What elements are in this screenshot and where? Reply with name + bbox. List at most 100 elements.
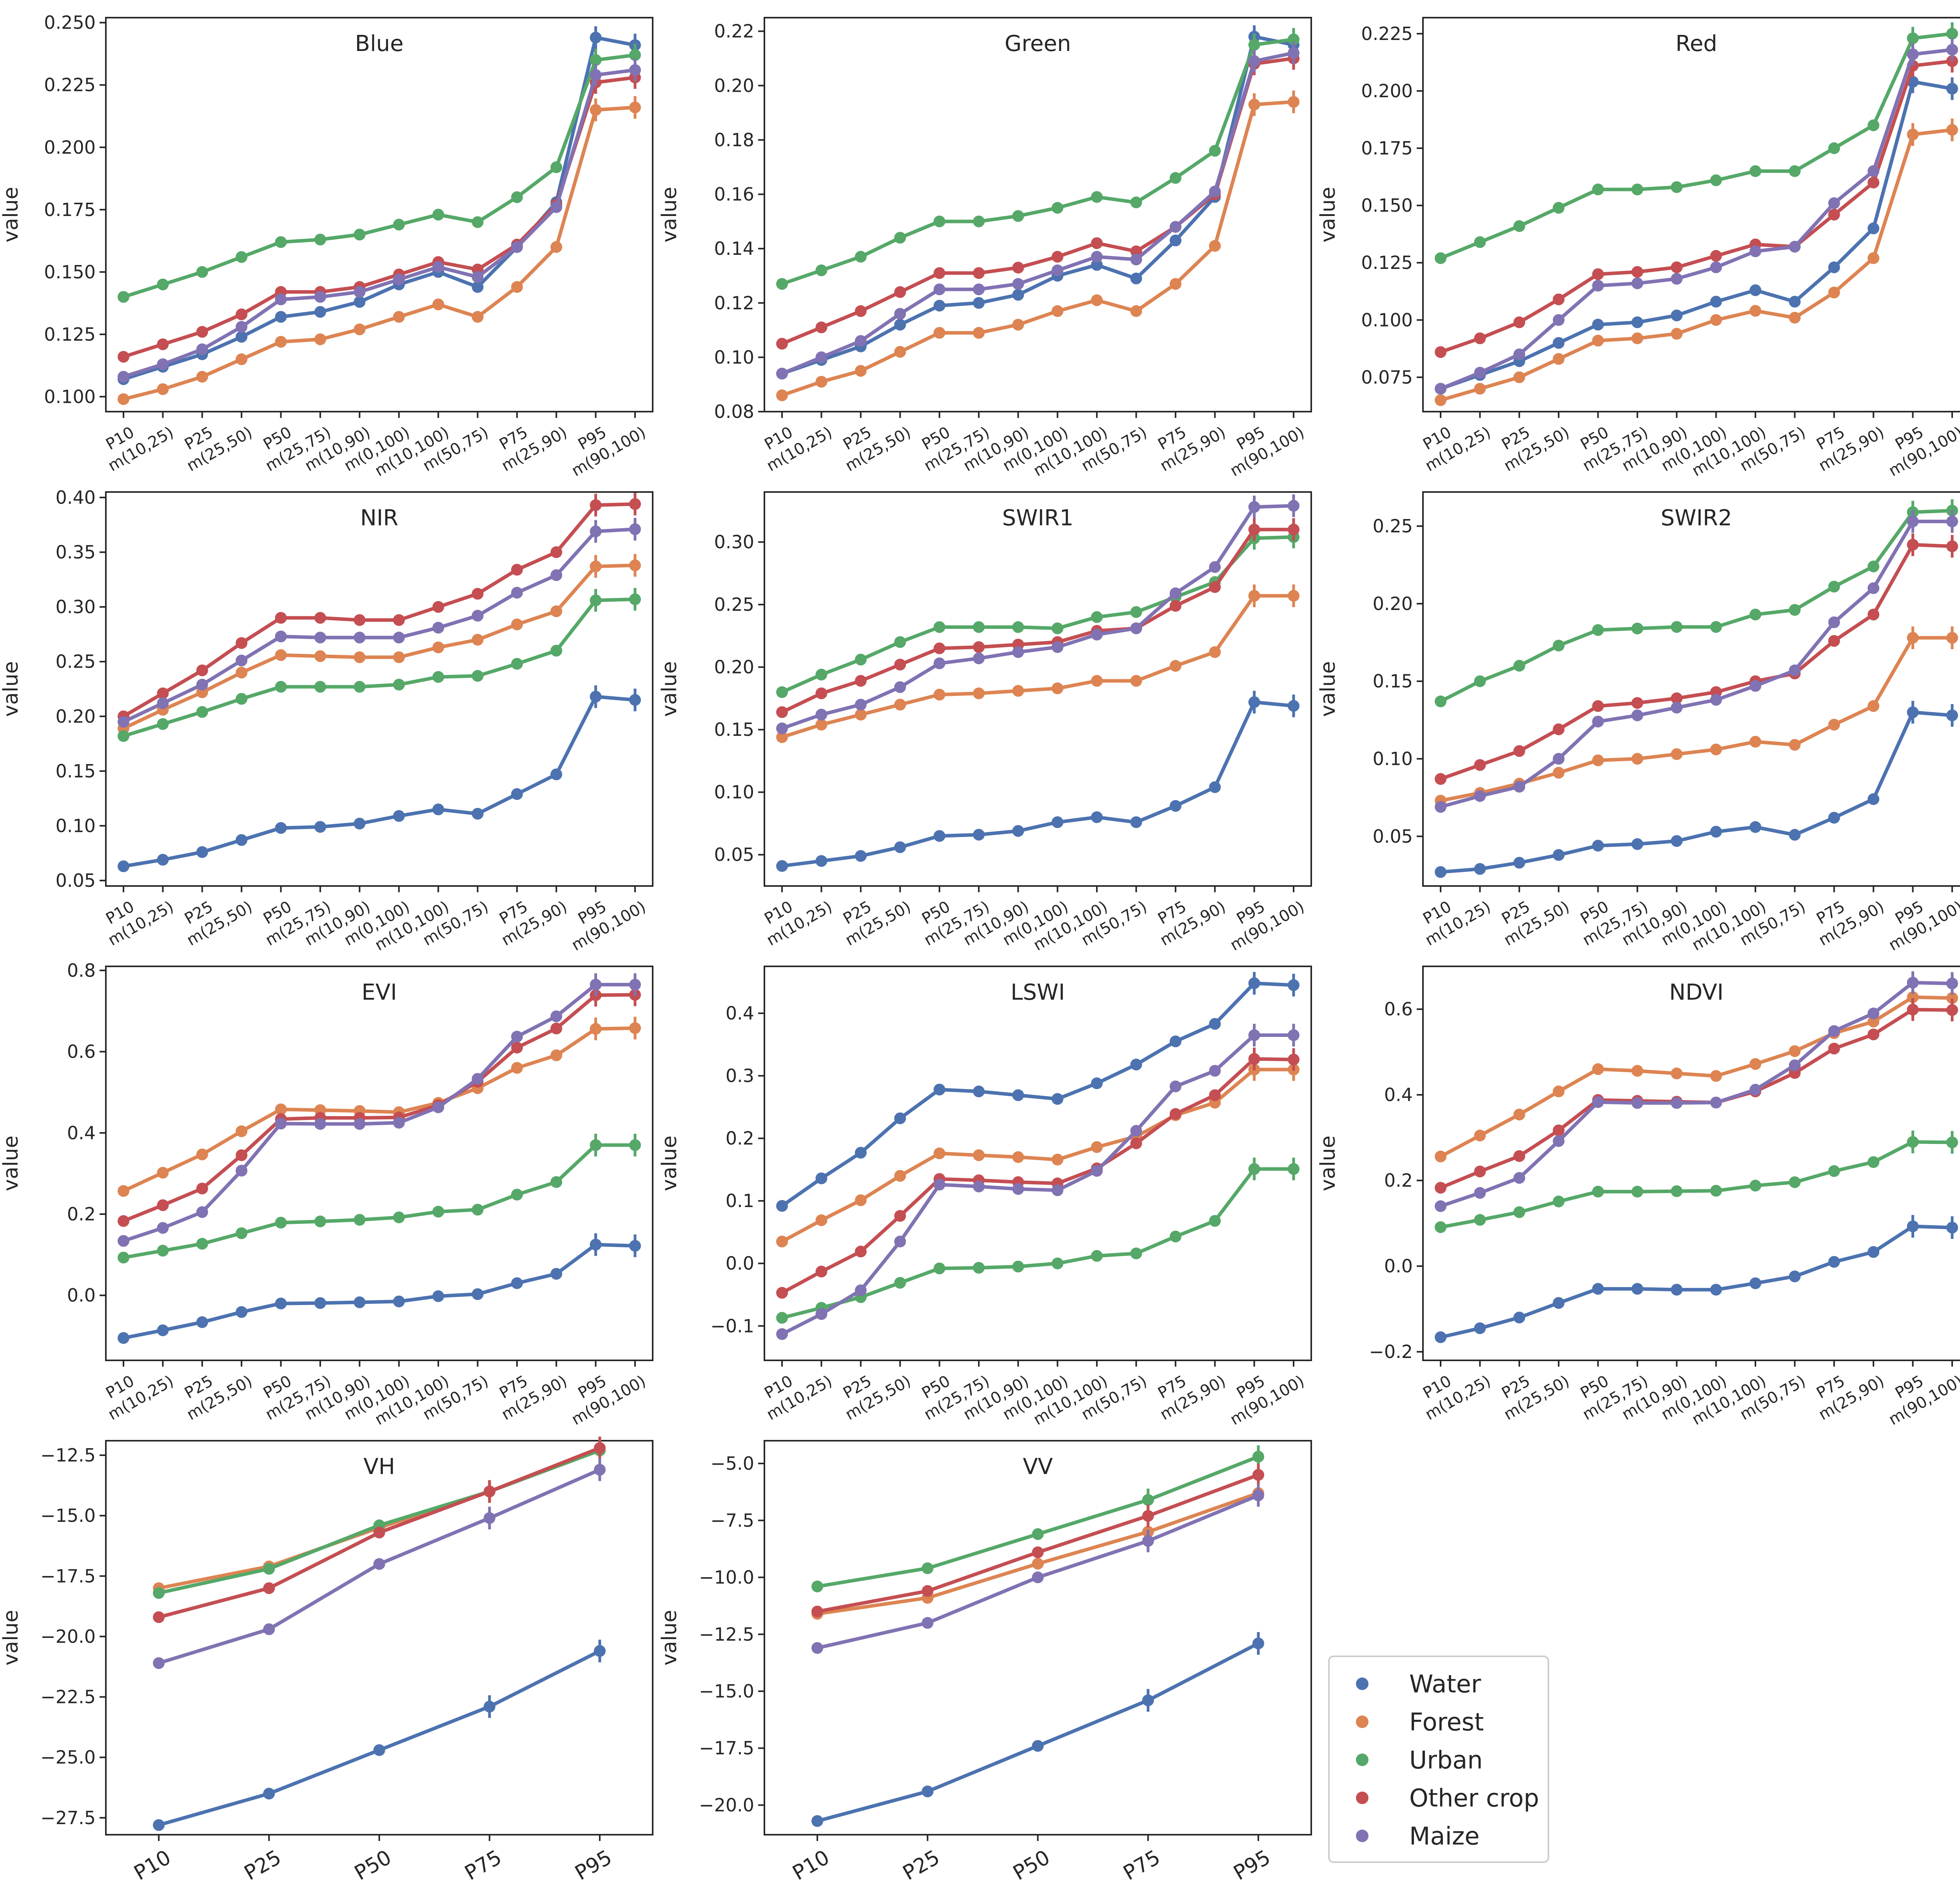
data-point (236, 693, 248, 705)
series-maize (118, 517, 641, 728)
y-tick-label: 0.1 (726, 1190, 754, 1211)
y-tick-label: 0.08 (714, 401, 754, 422)
data-point (550, 768, 563, 781)
data-point (1474, 236, 1486, 248)
series-other-crop (118, 492, 641, 723)
data-point (263, 1563, 275, 1575)
plot-frame (105, 966, 653, 1361)
series-other-crop (1435, 998, 1958, 1194)
data-point (590, 560, 602, 572)
data-point (1671, 835, 1683, 847)
data-point (1169, 1080, 1181, 1093)
legend-label: Maize (1409, 1822, 1479, 1850)
data-point (153, 1611, 165, 1623)
data-point (894, 232, 906, 244)
data-point (973, 1262, 985, 1274)
data-point (811, 1642, 823, 1654)
data-point (1631, 709, 1643, 721)
y-tick-label: 0.250 (44, 12, 96, 33)
x-tick-label: P50 (350, 1846, 395, 1885)
panel-title: Red (1675, 31, 1717, 56)
data-point (1907, 991, 1919, 1003)
data-point (263, 1582, 275, 1594)
data-point (1671, 273, 1683, 285)
data-point (432, 803, 445, 815)
data-point (550, 1268, 563, 1280)
data-point (1169, 587, 1181, 599)
data-point (1946, 1222, 1958, 1234)
data-point (855, 699, 867, 711)
data-point (933, 688, 946, 701)
data-point (1789, 296, 1801, 308)
data-point (236, 251, 248, 263)
data-point (590, 69, 602, 81)
data-point (1553, 1195, 1565, 1207)
data-point (1749, 1180, 1762, 1192)
data-point (1288, 979, 1299, 991)
data-point (590, 1238, 602, 1251)
series-other-crop (1435, 533, 1958, 785)
data-point (933, 642, 946, 654)
series-line (1440, 1140, 1953, 1229)
panel-title: Green (1005, 31, 1071, 56)
data-point (314, 333, 326, 345)
data-point (1513, 660, 1525, 672)
data-point (815, 719, 828, 731)
data-point (1671, 181, 1683, 193)
y-tick-label: −15.0 (699, 1681, 754, 1702)
data-point (1209, 240, 1221, 252)
data-point (314, 291, 326, 303)
data-point (314, 1118, 326, 1130)
series-line (123, 105, 635, 401)
data-point (196, 1238, 208, 1250)
data-point (973, 1086, 985, 1098)
data-point (933, 621, 946, 633)
data-point (629, 498, 641, 510)
data-point (1867, 222, 1880, 234)
data-point (550, 1049, 563, 1061)
data-point (1169, 278, 1181, 290)
data-point (236, 331, 248, 343)
series-line (123, 1026, 635, 1193)
series-maize (1435, 510, 1958, 813)
series-other-crop (118, 66, 641, 363)
x-tick-label: m(90,100) (568, 898, 649, 955)
data-point (511, 1277, 523, 1289)
y-tick-label: 0.0 (1384, 1256, 1413, 1277)
data-point (629, 593, 641, 605)
data-point (776, 706, 788, 718)
data-point (550, 546, 563, 558)
data-point (1248, 1163, 1260, 1175)
data-point (432, 298, 445, 310)
panel-title: NDVI (1669, 980, 1724, 1005)
data-point (1631, 1065, 1643, 1077)
data-point (236, 1149, 248, 1161)
series-line (1439, 508, 1953, 703)
x-tick-label: P75 (461, 1846, 506, 1885)
data-point (1789, 1059, 1801, 1071)
data-point (1592, 183, 1604, 196)
data-point (550, 644, 563, 657)
data-point (157, 383, 169, 395)
data-point (776, 860, 788, 872)
data-point (1828, 1165, 1840, 1177)
data-point (811, 1605, 823, 1618)
data-point (1209, 1215, 1221, 1227)
legend-label: Urban (1409, 1746, 1483, 1774)
y-tick-label: 0.6 (1384, 999, 1413, 1020)
series-water (118, 26, 641, 385)
y-tick-label: −25.0 (40, 1747, 96, 1768)
data-point (354, 632, 366, 644)
y-tick-label: −12.5 (699, 1624, 754, 1645)
data-point (855, 675, 867, 687)
data-point (1789, 664, 1801, 677)
data-point (157, 687, 169, 699)
y-tick-label: 0.10 (1373, 748, 1413, 770)
data-point (1513, 316, 1525, 329)
data-point (550, 605, 563, 617)
data-point (472, 670, 484, 682)
data-point (855, 654, 867, 666)
y-tick-label: 0.100 (1361, 309, 1413, 330)
data-point (354, 651, 366, 663)
data-point (432, 601, 445, 613)
